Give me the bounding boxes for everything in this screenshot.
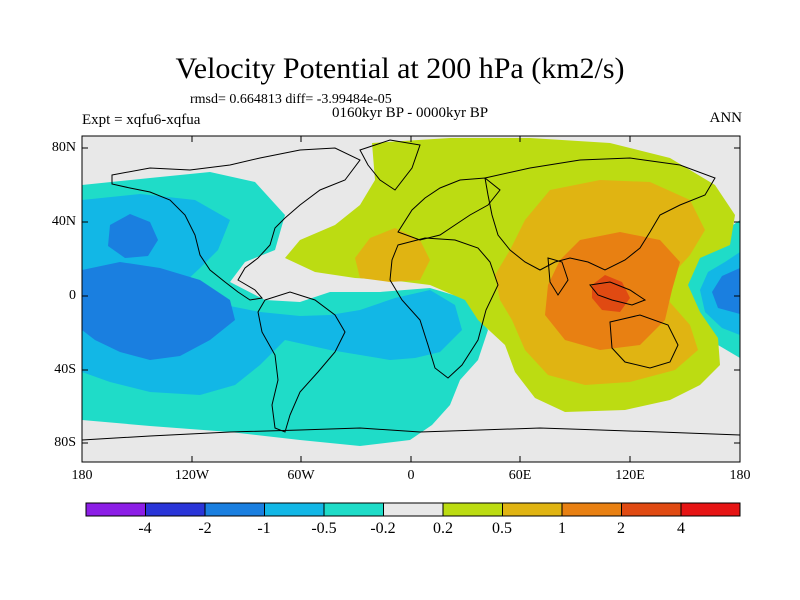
coastlines — [82, 139, 740, 441]
lat-label-80n: 80N — [51, 140, 76, 155]
lon-label-120e: 120E — [615, 468, 645, 483]
colorbar-label-02: 0.2 — [433, 520, 453, 537]
lon-label-180e: 180 — [729, 468, 751, 483]
colorbar-box-3 — [264, 502, 325, 517]
colorbar-box-0 — [85, 502, 146, 517]
coast-africa — [389, 237, 499, 379]
colorbar-label-2: 2 — [617, 520, 625, 537]
colorbar-label-05: 0.5 — [492, 520, 512, 537]
season-label: ANN — [709, 110, 743, 126]
colorbar-label-neg1: -1 — [257, 520, 271, 537]
colorbar-label-neg4: -4 — [138, 520, 152, 537]
lat-label-40s: 40S — [54, 362, 76, 377]
rmsd-diff-stats: rmsd= 0.664813 diff= -3.99484e-05 — [190, 92, 392, 107]
colorbar-label-1: 1 — [558, 520, 566, 537]
coast-south-america — [257, 291, 346, 433]
coast-north-america — [111, 147, 361, 301]
coast-maritime-asia — [589, 281, 647, 306]
contour-fields — [82, 138, 740, 446]
colorbar-label-neg05: -0.5 — [311, 520, 337, 537]
colorbar-box-9 — [621, 502, 682, 517]
coast-australia — [609, 314, 679, 369]
lon-label-0: 0 — [407, 468, 415, 483]
coast-europe — [397, 177, 501, 241]
time-period-subtitle: 0160kyr BP - 0000kyr BP — [331, 105, 489, 121]
chart-title: Velocity Potential at 200 hPa (km2/s) — [175, 52, 625, 85]
axis-ticks — [81, 136, 741, 462]
colorbar-box-5 — [383, 502, 444, 517]
colorbar-box-2 — [204, 502, 265, 517]
lat-label-0: 0 — [69, 288, 76, 303]
colorbar-label-neg2: -2 — [198, 520, 212, 537]
coast-asia — [484, 157, 716, 271]
colorbar-box-4 — [323, 502, 384, 517]
experiment-label: Expt = xqfu6-xqfua — [82, 112, 201, 128]
coast-greenland — [359, 139, 421, 191]
neg-strong-north-pacific — [108, 214, 158, 258]
neg-strong-pacific — [82, 262, 235, 360]
coast-antarctica — [82, 427, 740, 441]
lon-label-120w: 120W — [174, 468, 210, 483]
pos-max-region — [592, 275, 630, 312]
colorbar-box-10 — [680, 502, 741, 517]
colorbar-box-7 — [502, 502, 563, 517]
neg-strong-east — [712, 268, 740, 314]
lat-label-80s: 80S — [54, 435, 76, 450]
colorbar-label-neg02: -0.2 — [370, 520, 396, 537]
colorbar — [85, 502, 741, 517]
colorbar-box-8 — [561, 502, 622, 517]
colorbar-label-4: 4 — [677, 520, 685, 537]
colorbar-box-6 — [442, 502, 503, 517]
lat-label-40n: 40N — [51, 214, 76, 229]
lon-label-60e: 60E — [508, 468, 532, 483]
lon-label-60w: 60W — [287, 468, 315, 483]
lon-label-180w: 180 — [71, 468, 93, 483]
colorbar-box-1 — [145, 502, 206, 517]
coast-india — [547, 257, 569, 296]
